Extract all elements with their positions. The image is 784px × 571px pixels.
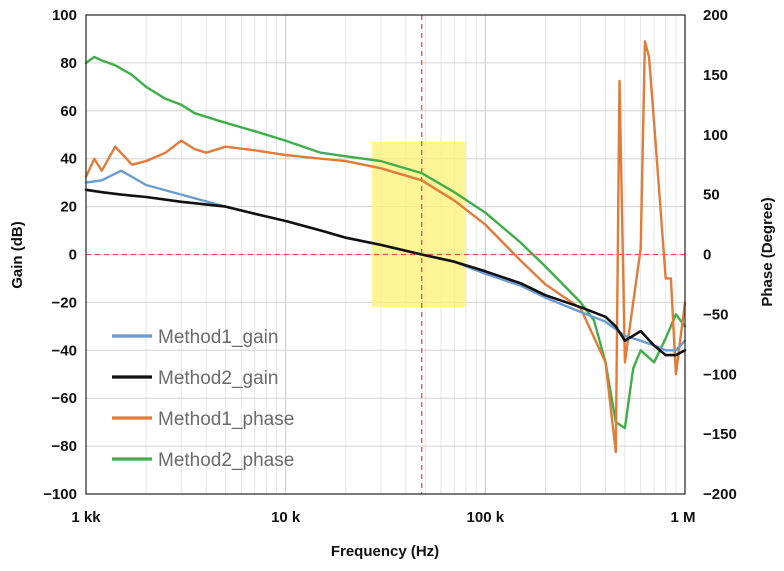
y2-tick-label: 150 — [703, 67, 728, 84]
x-tick-label: 100 k — [467, 509, 505, 526]
y-tick-label: −80 — [52, 438, 77, 455]
axis-titles: Frequency (Hz) Gain (dB) Phase (Degree) — [9, 197, 776, 560]
x-tick-label: 1 kk — [71, 509, 101, 526]
legend: Method1_gain Method2_gain Method1_phase Met… — [112, 327, 294, 471]
legend-label-method2-phase: Method2_phase — [158, 450, 294, 471]
y2-tick-label: 0 — [703, 247, 711, 264]
y2-tick-label: −50 — [703, 306, 728, 323]
axes-layer — [85, 14, 686, 495]
y2-tick-label: −150 — [703, 426, 737, 443]
series-line-method1-phase — [84, 40, 687, 454]
y-tick-label: 100 — [52, 7, 77, 24]
y2-tick-label: 200 — [703, 7, 728, 24]
y-axis-title: Gain (dB) — [9, 221, 26, 289]
legend-label-method1-phase: Method1_phase — [158, 409, 294, 430]
y-tick-label: 60 — [60, 103, 77, 120]
series-line-method2-gain — [84, 188, 687, 357]
tick-labels: 100806040200−20−40−60−80−100200150100500… — [43, 7, 737, 526]
y2-axis-title: Phase (Degree) — [759, 197, 776, 306]
highlight-region — [371, 141, 466, 308]
y-tick-label: −100 — [43, 486, 77, 503]
legend-label-method2-gain: Method2_gain — [158, 368, 278, 389]
plot-frame — [85, 14, 686, 495]
y2-tick-label: 50 — [703, 187, 720, 204]
x-tick-label: 10 k — [271, 509, 301, 526]
highlight-layer — [371, 141, 466, 308]
y2-tick-label: 100 — [703, 127, 728, 144]
y2-tick-label: −100 — [703, 366, 737, 383]
x-tick-label: 1 M — [670, 509, 695, 526]
reference-lines — [86, 15, 685, 494]
y2-tick-label: −200 — [703, 486, 737, 503]
y-tick-label: 80 — [60, 55, 77, 72]
y-tick-label: −60 — [52, 390, 77, 407]
series-line-method2-phase — [84, 55, 687, 430]
y-tick-label: 0 — [69, 247, 77, 264]
series-layer — [84, 40, 687, 454]
legend-label-method1-gain: Method1_gain — [158, 327, 278, 348]
y-tick-label: 20 — [60, 199, 77, 216]
x-axis-title: Frequency (Hz) — [331, 543, 439, 560]
y-tick-label: −20 — [52, 294, 77, 311]
y-tick-label: −40 — [52, 342, 77, 359]
y-tick-label: 40 — [60, 151, 77, 168]
